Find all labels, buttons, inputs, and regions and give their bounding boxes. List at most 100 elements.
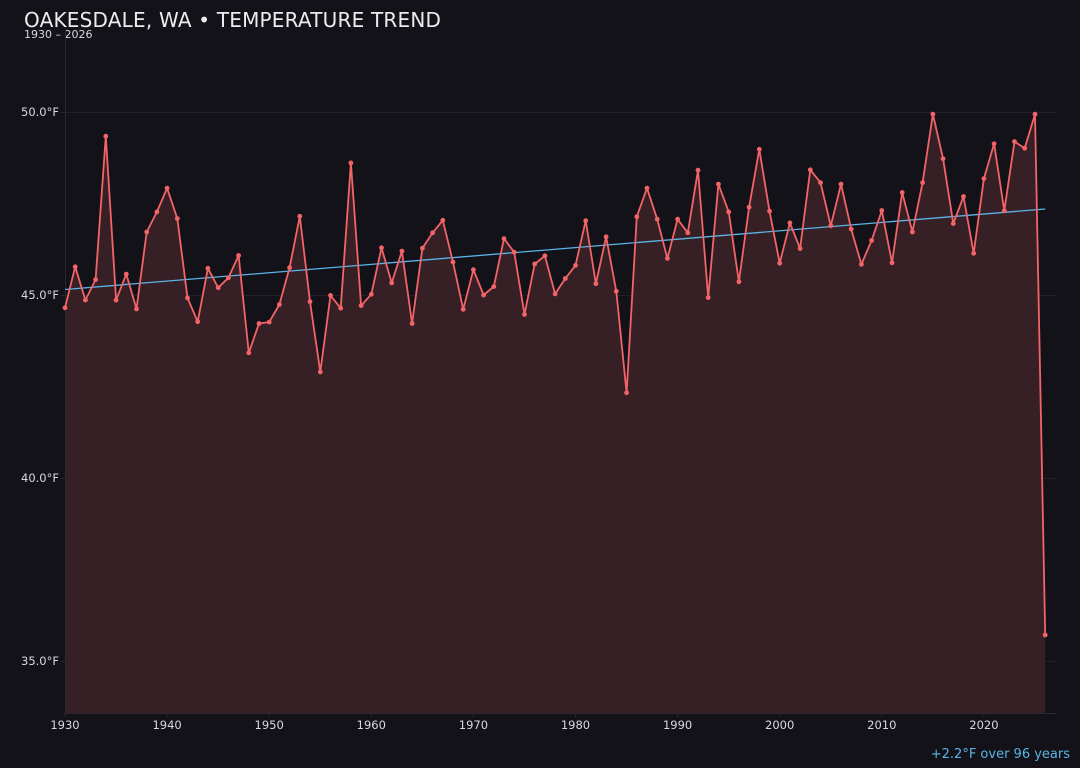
data-point-1957 [338,305,344,311]
data-point-1951 [277,302,282,307]
data-point-2021 [991,141,997,147]
data-point-2017 [950,221,956,227]
data-point-1955 [317,369,323,375]
x-tick-label: 1950 [255,718,284,732]
data-point-1965 [420,245,425,251]
data-point-1954 [307,299,313,304]
data-point-1987 [644,185,650,191]
data-point-1944 [205,265,211,271]
y-axis-ticks: 35.0°F 40.0°F 45.0°F 50.0°F [21,105,65,668]
data-point-2019 [971,250,977,256]
data-point-1946 [226,275,231,281]
data-point-2003 [807,167,813,173]
data-point-1956 [328,293,333,298]
x-tick-label: 2020 [969,718,998,732]
data-point-1967 [440,217,446,223]
data-point-1983 [603,234,609,240]
data-point-1981 [583,218,589,224]
data-point-1935 [113,297,119,303]
data-point-1952 [287,265,292,270]
y-tick-label: 50.0°F [21,105,59,119]
data-point-2023 [1012,139,1017,145]
temperature-area-fill [65,114,1046,713]
data-point-2001 [787,220,793,226]
data-point-1990 [675,216,680,222]
data-point-2010 [879,208,885,213]
data-point-1962 [389,280,395,286]
x-axis-ticks: 1930 1940 1950 1960 1970 1980 1990 2000 2010 2020 [50,713,999,732]
data-point-1963 [399,248,405,254]
data-point-2025 [1032,111,1038,117]
data-point-2024 [1022,145,1028,151]
data-point-2007 [848,226,854,232]
data-point-1931 [72,264,78,270]
chart-title: OAKESDALE, WA • TEMPERATURE TREND [24,8,442,32]
data-point-1984 [613,288,619,294]
data-point-1936 [123,271,129,277]
data-point-1933 [93,277,98,282]
data-point-1974 [511,249,517,255]
data-point-1939 [154,209,160,215]
data-point-2009 [869,238,874,243]
data-point-2016 [940,156,946,162]
data-point-1978 [552,291,558,297]
data-point-2006 [838,181,844,187]
data-point-1947 [236,253,242,258]
x-tick-label: 2010 [867,718,896,732]
data-point-2011 [889,260,895,266]
data-point-1945 [215,285,221,291]
data-point-1996 [736,279,742,285]
y-tick-label: 35.0°F [21,654,59,668]
data-point-1993 [705,295,711,300]
x-tick-label: 1930 [50,718,79,732]
data-point-1950 [266,319,272,325]
data-point-1986 [634,214,640,220]
data-point-1985 [624,390,629,396]
data-point-1989 [665,256,670,261]
data-point-1988 [654,216,660,222]
x-tick-label: 2000 [765,718,794,732]
data-point-1964 [409,321,415,326]
data-point-1958 [348,160,354,166]
data-point-1976 [532,261,538,267]
data-point-1948 [246,350,252,356]
x-tick-label: 1970 [459,718,488,732]
data-point-1949 [256,321,262,326]
data-point-1934 [103,133,109,139]
data-point-2020 [981,176,987,182]
data-point-1966 [430,230,435,236]
data-point-2008 [859,261,864,267]
data-point-1959 [358,303,364,308]
data-point-1971 [481,292,486,298]
data-point-1998 [756,146,762,152]
y-tick-label: 45.0°F [21,288,59,302]
data-point-2004 [818,180,823,186]
data-point-1979 [562,276,568,281]
data-point-1943 [195,319,201,325]
data-point-2012 [899,190,905,195]
x-tick-label: 1960 [357,718,386,732]
data-point-1991 [685,230,691,236]
data-point-2005 [828,223,834,229]
data-point-2000 [777,260,783,266]
data-point-1999 [767,208,772,214]
data-point-1972 [491,284,497,289]
data-point-2002 [797,246,803,251]
x-tick-label: 1940 [152,718,181,732]
data-point-2022 [1001,208,1007,214]
data-point-1973 [501,236,507,242]
data-point-2014 [920,180,925,186]
data-point-1938 [144,229,150,235]
data-point-1980 [573,263,578,268]
y-tick-label: 40.0°F [21,471,59,485]
x-tick-label: 1980 [561,718,590,732]
data-point-1960 [368,291,374,297]
data-point-1968 [450,259,456,265]
data-point-2013 [910,229,915,235]
axes [65,30,1056,714]
data-point-1941 [174,216,180,221]
data-point-1930 [62,305,68,311]
data-point-1992 [695,167,701,173]
data-point-1932 [83,297,88,303]
data-point-2018 [961,194,966,199]
